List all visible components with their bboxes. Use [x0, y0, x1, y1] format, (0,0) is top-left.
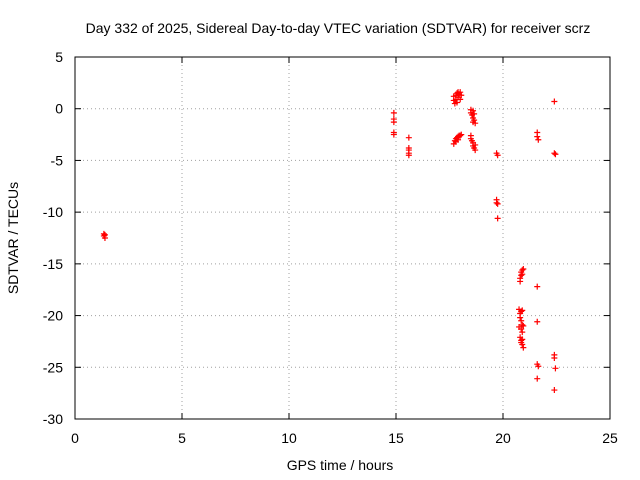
data-point-marker: [471, 117, 478, 124]
x-tick-label: 15: [388, 430, 404, 446]
data-point-marker: [552, 365, 559, 372]
y-tick-label: 5: [55, 49, 63, 65]
y-tick-label: -30: [43, 411, 63, 427]
data-point-marker: [518, 308, 525, 315]
y-tick-label: -15: [43, 256, 63, 272]
data-point-marker: [453, 99, 460, 106]
data-point-marker: [551, 150, 558, 157]
data-point-marker: [494, 200, 501, 207]
data-point-marker: [520, 266, 527, 273]
data-point-marker: [101, 231, 108, 238]
y-axis-label: SDTVAR / TECUs: [5, 182, 21, 294]
data-point-marker: [520, 344, 527, 351]
axis-ticks: [74, 56, 611, 420]
data-point-marker: [551, 354, 558, 361]
x-tick-labels: 0 5 10 15 20 25: [71, 430, 618, 446]
data-point-marker: [551, 387, 558, 394]
data-point-marker: [534, 318, 541, 325]
data-point-marker: [534, 375, 541, 382]
data-point-marker: [390, 109, 397, 116]
data-point-marker: [493, 199, 500, 206]
data-point-marker: [519, 321, 526, 328]
x-axis-label: GPS time / hours: [287, 457, 394, 473]
y-tick-labels: -30 -25 -20 -15 -10 -5 0 5: [43, 49, 63, 427]
data-point-marker: [535, 363, 542, 370]
data-point-marker: [472, 147, 479, 154]
y-tick-label: -10: [43, 204, 63, 220]
data-point-marker: [405, 134, 412, 141]
data-point-marker: [457, 89, 464, 96]
data-point-marker: [534, 283, 541, 290]
data-point-marker: [519, 271, 526, 278]
data-point-marker: [405, 152, 412, 159]
data-point-marker: [470, 107, 477, 114]
data-point-marker: [455, 136, 462, 143]
data-point-marker: [534, 133, 541, 140]
data-point-marker: [519, 329, 526, 336]
data-point-marker: [552, 151, 559, 158]
data-point-marker: [517, 314, 524, 321]
data-point-marker: [458, 92, 465, 99]
data-point-marker: [390, 119, 397, 126]
y-tick-label: -5: [51, 152, 64, 168]
data-point-marker: [519, 336, 526, 343]
data-point-marker: [494, 152, 501, 159]
grid-lines: [75, 57, 610, 419]
data-point-marker: [551, 98, 558, 105]
chart-title: Day 332 of 2025, Sidereal Day-to-day VTE…: [86, 20, 591, 36]
data-point-marker: [458, 131, 465, 138]
y-tick-label: 0: [55, 101, 63, 117]
data-points: [100, 89, 559, 394]
data-point-marker: [520, 322, 527, 329]
x-tick-label: 25: [602, 430, 618, 446]
x-tick-label: 10: [281, 430, 297, 446]
x-tick-label: 0: [71, 430, 79, 446]
data-point-marker: [517, 278, 524, 285]
data-point-marker: [519, 307, 526, 314]
data-point-marker: [457, 132, 464, 139]
data-point-marker: [518, 317, 525, 324]
data-point-marker: [535, 136, 542, 143]
data-point-marker: [472, 141, 479, 148]
data-point-marker: [471, 110, 478, 117]
data-point-marker: [472, 120, 479, 127]
x-tick-label: 20: [495, 430, 511, 446]
y-tick-label: -25: [43, 359, 63, 375]
x-tick-label: 5: [178, 430, 186, 446]
data-point-marker: [390, 131, 397, 138]
data-point-marker: [494, 215, 501, 222]
data-point-marker: [457, 96, 464, 103]
plot-frame: [74, 56, 611, 420]
data-point-marker: [518, 326, 525, 333]
data-point-marker: [519, 341, 526, 348]
y-tick-label: -20: [43, 308, 63, 324]
